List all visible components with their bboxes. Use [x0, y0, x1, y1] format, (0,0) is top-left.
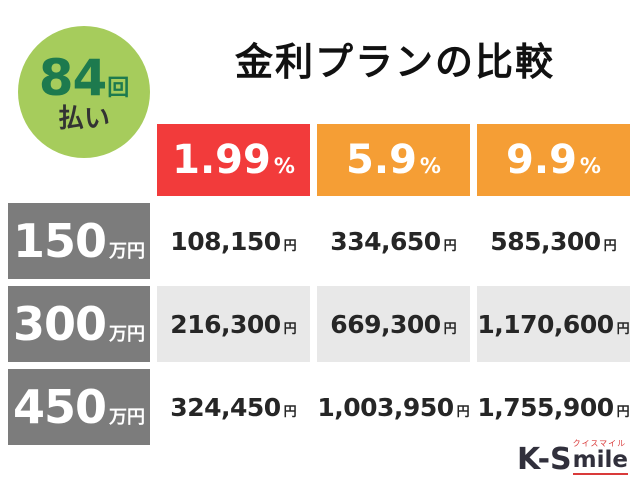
percent-sign: %: [419, 154, 441, 178]
yen-unit: 円: [443, 321, 457, 337]
percent-sign: %: [273, 154, 295, 178]
amount-pair: 450 万円: [13, 384, 145, 430]
value-cell-300-9-9: 1,170,600 円: [477, 286, 630, 362]
rate-value: 1.99: [172, 137, 271, 183]
price-pair: 334,650 円: [330, 229, 456, 254]
amount-pair: 150 万円: [13, 218, 145, 264]
brand-logo-mile-text: mile: [572, 447, 628, 473]
value-cell-150-9-9: 585,300 円: [477, 203, 630, 279]
brand-logo-main-text: K-S: [516, 442, 572, 477]
price-pair: 1,755,900 円: [477, 395, 629, 420]
price-pair: 108,150 円: [170, 229, 296, 254]
yen-unit: 円: [456, 404, 470, 420]
installments-label: 払い: [57, 103, 110, 134]
percent-sign: %: [579, 154, 601, 178]
row-header-150: 150 万円: [8, 203, 150, 279]
rate-value: 5.9: [346, 137, 417, 183]
price-value: 334,650: [330, 226, 441, 256]
amount-unit: 万円: [109, 241, 146, 262]
value-cell-300-5-9: 669,300 円: [317, 286, 470, 362]
value-cell-150-1-99: 108,150 円: [157, 203, 310, 279]
installments-badge: 84 回 払い: [18, 26, 150, 158]
rate-header-1-99: 1.99 %: [157, 124, 310, 196]
installments-count-unit: 回: [107, 75, 130, 101]
rate-header-5-9: 5.9 %: [317, 124, 470, 196]
price-pair: 669,300 円: [330, 312, 456, 337]
amount-value: 150: [12, 214, 107, 268]
row-header-450: 450 万円: [8, 369, 150, 445]
comparison-table: 1.99 % 5.9 % 9.9 % 150 万円 108,150 円 334,…: [8, 124, 630, 445]
yen-unit: 円: [603, 238, 617, 254]
value-cell-300-1-99: 216,300 円: [157, 286, 310, 362]
yen-unit: 円: [283, 404, 297, 420]
amount-pair: 300 万円: [13, 301, 145, 347]
rate-pair: 1.99 %: [172, 140, 295, 180]
brand-logo: K-S クイスマイル mile: [517, 440, 628, 475]
page-title: 金利プランの比較: [234, 40, 555, 84]
price-value: 108,150: [170, 226, 281, 256]
row-header-300: 300 万円: [8, 286, 150, 362]
price-value: 585,300: [490, 226, 601, 256]
value-cell-150-5-9: 334,650 円: [317, 203, 470, 279]
rate-pair: 5.9 %: [346, 140, 441, 180]
price-value: 669,300: [330, 309, 441, 339]
price-value: 1,755,900: [477, 392, 614, 422]
amount-unit: 万円: [109, 324, 146, 345]
amount-value: 300: [12, 297, 107, 351]
installments-count-line: 84 回: [39, 53, 130, 103]
value-cell-450-5-9: 1,003,950 円: [317, 369, 470, 445]
amount-unit: 万円: [109, 407, 146, 428]
price-value: 1,003,950: [317, 392, 454, 422]
yen-unit: 円: [616, 321, 630, 337]
brand-logo-kana-text: クイスマイル: [572, 439, 627, 448]
yen-unit: 円: [616, 404, 630, 420]
amount-value: 450: [12, 380, 107, 434]
value-cell-450-1-99: 324,450 円: [157, 369, 310, 445]
brand-logo-mile-block: クイスマイル mile: [572, 439, 628, 475]
yen-unit: 円: [283, 238, 297, 254]
price-value: 216,300: [170, 309, 281, 339]
price-pair: 324,450 円: [170, 395, 296, 420]
installments-count: 84: [38, 48, 108, 107]
price-value: 1,170,600: [477, 309, 614, 339]
rate-value: 9.9: [506, 137, 577, 183]
yen-unit: 円: [283, 321, 297, 337]
value-cell-450-9-9: 1,755,900 円: [477, 369, 630, 445]
price-pair: 1,003,950 円: [317, 395, 469, 420]
rate-pair: 9.9 %: [506, 140, 601, 180]
price-pair: 585,300 円: [490, 229, 616, 254]
yen-unit: 円: [443, 238, 457, 254]
price-pair: 1,170,600 円: [477, 312, 629, 337]
rate-header-9-9: 9.9 %: [477, 124, 630, 196]
price-value: 324,450: [170, 392, 281, 422]
price-pair: 216,300 円: [170, 312, 296, 337]
